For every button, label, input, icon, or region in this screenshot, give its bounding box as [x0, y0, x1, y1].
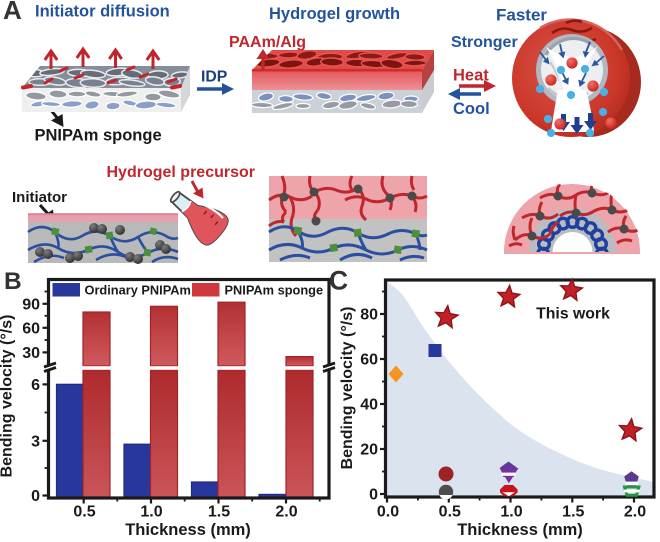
svg-text:Bending velocity (°/s): Bending velocity (°/s) [339, 307, 356, 470]
svg-text:Cool: Cool [453, 100, 490, 118]
svg-text:Faster: Faster [496, 6, 547, 25]
svg-text:3: 3 [31, 433, 40, 450]
svg-text:C: C [329, 266, 348, 296]
svg-text:Ordinary PNIPAm: Ordinary PNIPAm [85, 283, 191, 298]
svg-text:1.5: 1.5 [208, 504, 230, 521]
svg-text:30: 30 [22, 345, 40, 362]
svg-text:6: 6 [31, 377, 40, 394]
svg-text:PNIPAm sponge: PNIPAm sponge [35, 127, 162, 145]
svg-text:1.5: 1.5 [562, 504, 584, 521]
svg-text:20: 20 [360, 442, 378, 459]
svg-text:Stronger: Stronger [451, 34, 518, 51]
svg-text:0: 0 [31, 488, 40, 505]
svg-text:IDP: IDP [201, 69, 227, 86]
svg-text:60: 60 [22, 320, 40, 337]
svg-text:0: 0 [369, 487, 378, 504]
svg-text:PNIPAm sponge: PNIPAm sponge [225, 283, 324, 298]
svg-text:PAAm/Alg: PAAm/Alg [229, 34, 306, 51]
svg-text:80: 80 [360, 307, 378, 324]
svg-text:Hydrogel growth: Hydrogel growth [269, 5, 400, 23]
svg-text:A: A [3, 0, 22, 25]
svg-text:Bending velocity (°/s): Bending velocity (°/s) [0, 315, 16, 478]
svg-text:B: B [4, 268, 22, 295]
svg-text:90: 90 [22, 296, 40, 313]
svg-text:Hydrogel precursor: Hydrogel precursor [107, 164, 255, 181]
svg-text:0.0: 0.0 [377, 504, 399, 521]
svg-text:Heat: Heat [453, 67, 489, 85]
svg-text:1.0: 1.0 [500, 504, 522, 521]
svg-text:0.5: 0.5 [73, 504, 95, 521]
svg-text:Initiator: Initiator [12, 189, 67, 206]
svg-text:Thickness (mm): Thickness (mm) [125, 521, 251, 539]
svg-text:0.5: 0.5 [439, 504, 461, 521]
svg-text:Thickness (mm): Thickness (mm) [457, 521, 583, 539]
svg-text:This work: This work [536, 306, 610, 323]
svg-text:2.0: 2.0 [275, 504, 297, 521]
svg-text:Initiator diffusion: Initiator diffusion [35, 3, 170, 21]
svg-text:60: 60 [360, 352, 378, 369]
svg-text:2.0: 2.0 [624, 504, 646, 521]
svg-text:1.0: 1.0 [140, 504, 162, 521]
svg-text:40: 40 [360, 397, 378, 414]
